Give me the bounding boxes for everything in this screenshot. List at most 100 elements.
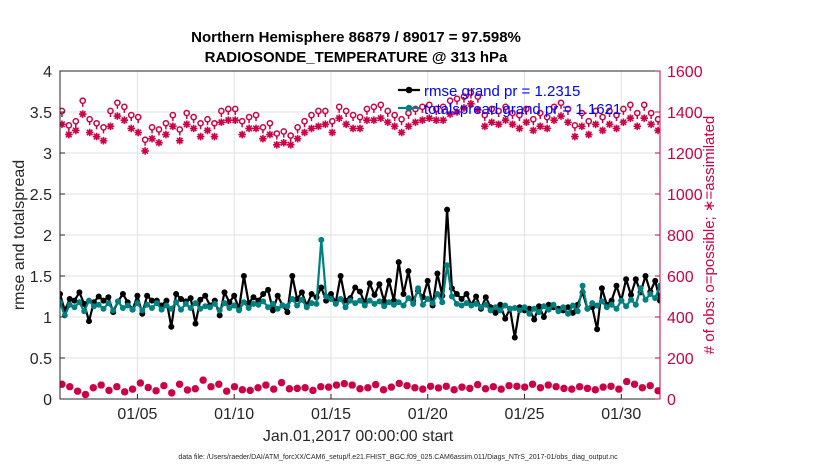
totalspread-point	[492, 304, 499, 311]
rmse-point	[511, 334, 518, 341]
obs-assimilated-marker	[543, 124, 551, 133]
obs-count-low-marker	[387, 383, 395, 391]
totalspread-point	[734, 304, 740, 310]
obs-assimilated-marker	[238, 130, 246, 139]
rmse-point	[807, 292, 813, 298]
rmse-point	[623, 276, 630, 283]
obs-assimilated-marker	[515, 124, 524, 133]
y-left-tick-label: 4	[43, 64, 52, 81]
obs-count-low-marker	[458, 383, 466, 391]
rmse-point	[793, 321, 799, 327]
totalspread-point	[448, 293, 455, 300]
totalspread-point	[274, 305, 281, 312]
totalspread-point	[129, 306, 136, 313]
obs-assimilated-marker	[612, 124, 621, 133]
totalspread-point	[686, 289, 692, 295]
data-layer	[60, 89, 818, 399]
y-right-tick-label: 1600	[667, 64, 703, 81]
obs-assimilated-marker	[446, 110, 454, 118]
obs-count-low-marker	[144, 383, 152, 392]
rmse-point	[730, 281, 736, 287]
obs-assimilated-marker	[536, 122, 545, 131]
totalspread-point	[279, 302, 286, 309]
y-left-tick-label: 2	[43, 228, 52, 245]
obs-assimilated-marker	[196, 132, 205, 141]
totalspread-point	[337, 296, 344, 302]
x-tick-label: 01/30	[601, 406, 641, 423]
obs-count-low-marker	[521, 383, 529, 391]
obs-assimilated-marker	[522, 118, 531, 127]
obs-assimilated-marker	[300, 128, 309, 137]
totalspread-point	[608, 301, 615, 308]
totalspread-point	[507, 305, 513, 312]
obs-assimilated-marker	[60, 120, 66, 129]
totalspread-point	[352, 300, 359, 307]
obs-count-low-marker	[168, 389, 176, 397]
obs-assimilated-marker	[474, 106, 482, 114]
totalspread-point	[405, 295, 412, 302]
rmse-point	[642, 273, 649, 279]
obs-assimilated-marker	[182, 120, 191, 129]
totalspread-point	[328, 296, 334, 302]
totalspread-point	[802, 312, 808, 318]
obs-count-low-marker	[426, 382, 435, 390]
totalspread-point	[744, 310, 750, 316]
rmse-point	[458, 296, 465, 302]
totalspread-point	[589, 300, 596, 307]
totalspread-point	[323, 293, 330, 300]
totalspread-point	[395, 299, 402, 306]
rmse-point	[492, 309, 499, 316]
rmse-point	[231, 292, 238, 299]
totalspread-point	[739, 299, 745, 305]
rmse-point	[744, 296, 750, 302]
obs-assimilated-marker	[155, 138, 163, 147]
rmse-point	[187, 295, 194, 302]
rmse-point	[812, 350, 818, 356]
totalspread-point	[100, 305, 107, 312]
rmse-point	[197, 296, 204, 303]
obs-assimilated-marker	[425, 114, 434, 122]
totalspread-point	[192, 300, 199, 307]
rmse-point	[294, 296, 301, 302]
totalspread-point	[574, 308, 581, 315]
totalspread-point	[637, 285, 644, 292]
rmse-point	[76, 289, 83, 296]
obs-assimilated-marker	[224, 116, 233, 124]
obs-count-low-marker	[121, 388, 129, 396]
obs-count-low-marker	[105, 386, 113, 394]
totalspread-point	[313, 300, 320, 307]
obs-assimilated-marker	[78, 110, 87, 118]
rmse-point	[337, 273, 344, 279]
rmse-point	[405, 268, 412, 275]
totalspread-point	[429, 300, 436, 307]
obs-assimilated-marker	[453, 108, 461, 116]
totalspread-point	[594, 302, 601, 309]
obs-assimilated-marker	[349, 124, 357, 133]
rmse-point	[144, 292, 151, 299]
x-tick-label: 01/20	[408, 406, 448, 423]
obs-count-low-marker	[207, 383, 215, 391]
rmse-point	[734, 297, 740, 303]
obs-assimilated-marker	[113, 112, 122, 120]
totalspread-point	[60, 299, 63, 306]
rmse-point	[764, 317, 770, 323]
rmse-point	[672, 296, 678, 302]
rmse-point	[269, 307, 276, 314]
obs-assimilated-marker	[328, 128, 337, 137]
rmse-point	[318, 284, 325, 291]
y-right-tick-label: 600	[667, 269, 694, 286]
totalspread-point	[381, 303, 388, 310]
totalspread-point	[439, 299, 446, 306]
rmse-point	[652, 277, 659, 284]
obs-assimilated-marker	[404, 122, 413, 131]
rmse-point	[216, 312, 223, 319]
obs-count-low-marker	[591, 386, 599, 394]
obs-assimilated-marker	[550, 116, 558, 124]
totalspread-point	[303, 304, 310, 311]
obs-count-low-marker	[442, 382, 450, 390]
totalspread-point	[245, 305, 252, 311]
obs-assimilated-marker	[134, 128, 142, 137]
totalspread-point	[778, 299, 784, 305]
rmse-point	[434, 270, 441, 277]
